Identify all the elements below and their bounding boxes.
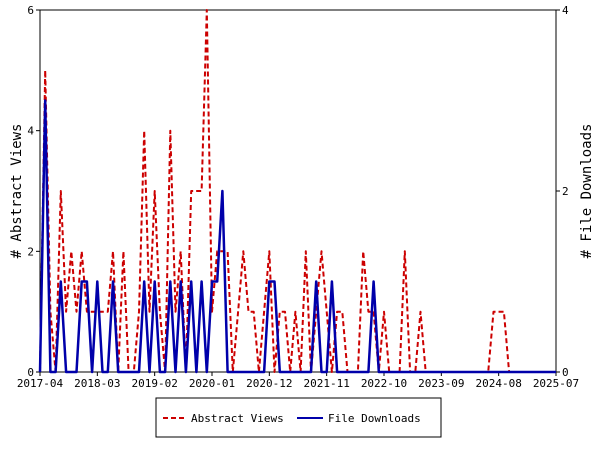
y-right-tick-label: 2 (562, 185, 569, 198)
y-left-tick-label: 4 (27, 125, 34, 138)
x-tick-label: 2017-04 (17, 377, 64, 390)
x-tick-label: 2023-09 (418, 377, 464, 390)
x-tick-label: 2022-10 (361, 377, 407, 390)
y-left-tick-label: 0 (27, 366, 34, 379)
x-tick-label: 2020-01 (189, 377, 235, 390)
y-axis-right: 0 2 4 (556, 4, 569, 379)
y-right-tick-label: 0 (562, 366, 569, 379)
y-axis-right-title: # File Downloads (579, 124, 595, 259)
plot-area (39, 9, 557, 373)
x-tick-label: 2020-12 (246, 377, 292, 390)
y-axis-left: 0 2 4 6 (27, 4, 40, 379)
legend-label-abstract-views: Abstract Views (191, 412, 284, 425)
y-left-tick-label: 6 (27, 4, 34, 17)
x-tick-label: 2019-02 (131, 377, 177, 390)
series-layer (38, 9, 556, 374)
y-axis-left-title: # Abstract Views (9, 124, 25, 259)
y-left-tick-label: 2 (27, 245, 34, 258)
x-tick-label: 2024-08 (475, 377, 521, 390)
x-tick-label: 2018-03 (74, 377, 120, 390)
series-line-file-downloads (38, 99, 556, 374)
y-right-tick-label: 4 (562, 4, 569, 17)
x-tick-label: 2025-07 (533, 377, 579, 390)
x-tick-label: 2021-11 (303, 377, 349, 390)
x-axis: 2017-04 2018-03 2019-02 2020-01 2020-12 2021-… (17, 372, 579, 390)
legend-label-file-downloads: File Downloads (328, 412, 421, 425)
legend: Abstract Views File Downloads (155, 397, 442, 438)
